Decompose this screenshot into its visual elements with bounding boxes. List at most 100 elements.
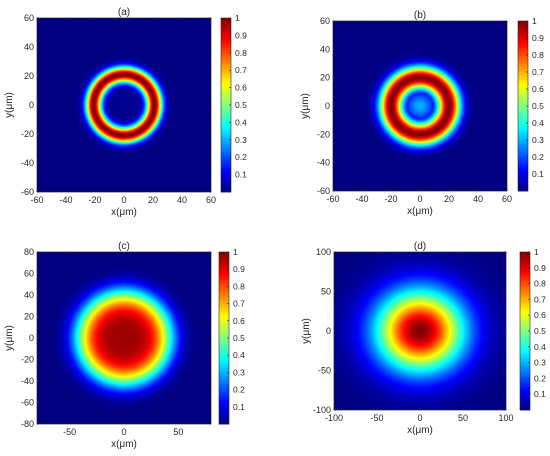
colorbar-tick-label: 0.7 bbox=[235, 65, 247, 75]
y-tick-label: -20 bbox=[317, 129, 330, 139]
colorbar-tick-label: 0.7 bbox=[534, 294, 546, 304]
x-tick-label: 0 bbox=[121, 195, 126, 205]
x-tick-label: 60 bbox=[206, 195, 216, 205]
colorbar-tick-label: 0.4 bbox=[532, 118, 544, 128]
y-tick-label: 40 bbox=[320, 44, 330, 54]
x-tick-label: 50 bbox=[173, 427, 183, 437]
colorbar-tick-label: 0.8 bbox=[233, 281, 245, 291]
y-tick-label: 0 bbox=[325, 101, 330, 111]
colorbar-tick-label: 0.8 bbox=[235, 48, 247, 58]
colorbar-tick-label: 0.1 bbox=[233, 402, 245, 412]
y-tick-label: 40 bbox=[24, 290, 34, 300]
colorbar-tick-label: 0.6 bbox=[532, 84, 544, 94]
colorbar-tick-label: 0.6 bbox=[235, 83, 247, 93]
x-tick-label: -20 bbox=[88, 195, 101, 205]
y-tick-label: 20 bbox=[320, 73, 330, 83]
colorbar-tick-label: 0.4 bbox=[235, 117, 247, 127]
colorbar-tick-label: 0.2 bbox=[233, 385, 245, 395]
x-tick-label: -20 bbox=[384, 194, 397, 204]
colorbar-tick-label: 0.5 bbox=[235, 100, 247, 110]
x-tick-label: 40 bbox=[177, 195, 187, 205]
colorbar-tick-label: 0.5 bbox=[233, 333, 245, 343]
y-tick-label: -40 bbox=[317, 158, 330, 168]
y-tick-label: 40 bbox=[24, 42, 34, 52]
panel-label: (b) bbox=[414, 10, 426, 21]
colorbar: 0.1 0.2 0.3 0.4 0.5 0.6 0.7 0.8 0.9 1 bbox=[220, 13, 247, 193]
colorbar-tick-label: 1 bbox=[233, 247, 238, 257]
colorbar-tick-label: 0.9 bbox=[532, 33, 544, 43]
x-axis-label: x(μm) bbox=[111, 207, 137, 218]
y-tick-label: -100 bbox=[313, 405, 331, 415]
heatmap-image bbox=[37, 252, 211, 424]
colorbar-tick-label: 0.1 bbox=[534, 389, 546, 399]
x-axis-label: x(μm) bbox=[407, 425, 433, 436]
colorbar-tick-label: 0.3 bbox=[532, 135, 544, 145]
y-tick-label: 0 bbox=[29, 100, 34, 110]
chart-panel-2: -60 -40 -20 0 20 40 60 -60 -40 -20 0 20 40 60 x(μm) y(μ… bbox=[300, 10, 544, 217]
colorbar-tick-label: 1 bbox=[534, 247, 539, 257]
y-axis-label: y(μm) bbox=[4, 92, 15, 118]
colorbar-tick-label: 0.5 bbox=[532, 101, 544, 111]
chart-panel-4: -100 -50 0 50 100 -100 -50 0 50 100 x(μm) y(μm) (d) 0… bbox=[301, 241, 546, 436]
x-axis-label: x(μm) bbox=[407, 206, 433, 217]
colorbar-tick-label: 0.3 bbox=[534, 358, 546, 368]
x-tick-label: -60 bbox=[326, 194, 339, 204]
x-tick-label: -50 bbox=[63, 427, 76, 437]
colorbar-tick-label: 0.9 bbox=[233, 264, 245, 274]
colorbar-tick-label: 0.8 bbox=[532, 50, 544, 60]
chart-panel-1: -60 -40 -20 0 20 40 60 -60 -40 -20 0 20 40 60 x(μm) y(μ… bbox=[4, 7, 247, 218]
y-tick-label: -50 bbox=[318, 366, 331, 376]
colorbar-tick-label: 0.6 bbox=[534, 310, 546, 320]
colorbar-tick-label: 0.8 bbox=[534, 279, 546, 289]
y-tick-label: 60 bbox=[320, 16, 330, 26]
panel-label: (c) bbox=[118, 241, 130, 252]
y-tick-label: -20 bbox=[21, 355, 34, 365]
y-axis-label: y(μm) bbox=[4, 325, 15, 351]
panel-label: (a) bbox=[118, 7, 130, 18]
heatmap-image bbox=[37, 18, 211, 192]
x-tick-label: 0 bbox=[417, 194, 422, 204]
colorbar-tick-label: 0.5 bbox=[534, 326, 546, 336]
colorbar-tick-label: 1 bbox=[532, 16, 537, 26]
y-tick-label: 80 bbox=[24, 247, 34, 257]
y-tick-label: 20 bbox=[24, 312, 34, 322]
colorbar-tick-label: 0.2 bbox=[532, 152, 544, 162]
panel-label: (d) bbox=[414, 241, 426, 252]
colorbar-tick-label: 0.3 bbox=[233, 367, 245, 377]
colorbar-tick-label: 1 bbox=[235, 13, 240, 23]
x-tick-label: 50 bbox=[458, 413, 468, 423]
colorbar-tick-label: 0.6 bbox=[233, 316, 245, 326]
x-tick-label: -40 bbox=[59, 195, 72, 205]
colorbar-tick-label: 0.2 bbox=[235, 152, 247, 162]
colorbar-tick-label: 0.9 bbox=[534, 263, 546, 273]
y-tick-label: -60 bbox=[21, 187, 34, 197]
colorbar-tick-label: 0.7 bbox=[233, 299, 245, 309]
y-tick-label: -60 bbox=[317, 186, 330, 196]
y-tick-label: 60 bbox=[24, 13, 34, 23]
y-tick-label: -60 bbox=[21, 398, 34, 408]
colorbar-tick-label: 0.1 bbox=[532, 169, 544, 179]
x-tick-label: 0 bbox=[121, 427, 126, 437]
y-tick-label: 100 bbox=[316, 247, 331, 257]
x-tick-label: 40 bbox=[473, 194, 483, 204]
x-tick-label: -40 bbox=[355, 194, 368, 204]
colorbar-tick-label: 0.7 bbox=[532, 67, 544, 77]
x-tick-label: 20 bbox=[444, 194, 454, 204]
x-tick-label: 100 bbox=[498, 413, 513, 423]
colorbar-tick-label: 0.9 bbox=[235, 30, 247, 40]
y-tick-label: 0 bbox=[29, 333, 34, 343]
chart-panel-3: -50 0 50 -80 -60 -40 -20 0 20 40 60 80 x(μm) y(μm) (c)… bbox=[4, 241, 245, 450]
colorbar: 0.1 0.2 0.3 0.4 0.5 0.6 0.7 0.8 0.9 1 bbox=[218, 247, 245, 425]
colorbar-tick-label: 0.1 bbox=[235, 170, 247, 180]
y-axis-label: y(μm) bbox=[301, 318, 312, 344]
heatmap-image bbox=[333, 21, 507, 191]
colorbar-tick-label: 0.2 bbox=[534, 373, 546, 383]
x-tick-label: -50 bbox=[370, 413, 383, 423]
x-tick-label: 60 bbox=[502, 194, 512, 204]
heatmap-image bbox=[334, 252, 506, 410]
y-tick-label: 0 bbox=[326, 326, 331, 336]
y-tick-label: 60 bbox=[24, 269, 34, 279]
y-tick-label: -80 bbox=[21, 419, 34, 429]
x-tick-label: 20 bbox=[148, 195, 158, 205]
